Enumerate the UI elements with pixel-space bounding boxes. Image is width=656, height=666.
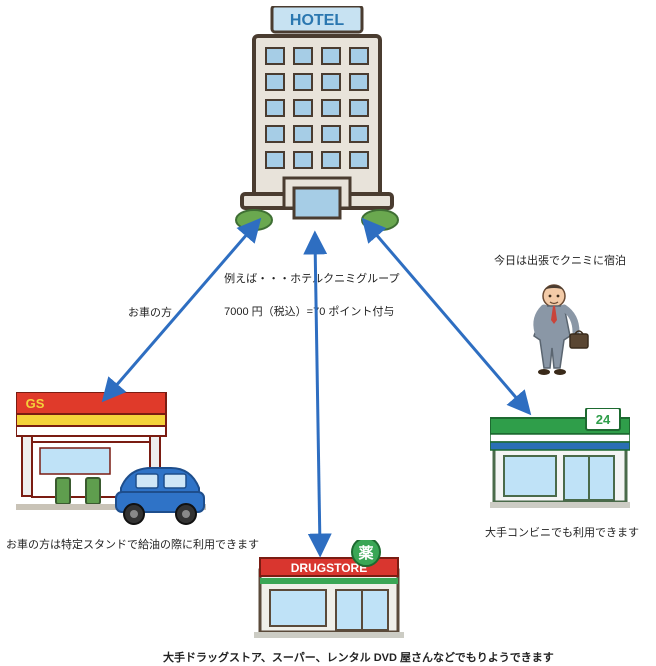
car-icon	[116, 468, 204, 524]
svg-text:GS: GS	[26, 396, 45, 411]
stage: { "canvas": { "w": 656, "h": 666, "bg": …	[0, 0, 656, 666]
label-car-lead: お車の方	[128, 305, 172, 322]
label-center-line2: 7000 円（税込）=70 ポイント付与	[224, 306, 394, 318]
label-center-line1: 例えば・・・ホテルクニミグループ	[224, 273, 399, 285]
label-gs-caption: お車の方は特定スタンドで給油の際に利用できます	[6, 537, 259, 554]
gas-station: GS	[16, 392, 206, 530]
conv-sign-text: 24	[596, 412, 611, 427]
hotel-sign-text: HOTEL	[290, 12, 344, 29]
drugstore: DRUGSTORE 薬	[254, 540, 404, 640]
label-drug-caption: 大手ドラッグストア、スーパー、レンタル DVD 屋さんなどでもりようできます	[163, 650, 554, 666]
hotel-building: HOTEL	[232, 6, 402, 231]
label-conv-caption: 大手コンビニでも利用できます	[485, 525, 639, 542]
label-center: 例えば・・・ホテルクニミグループ 7000 円（税込）=70 ポイント付与	[218, 254, 399, 320]
convenience-store: 24	[490, 408, 630, 513]
drug-sign-text: DRUGSTORE	[291, 561, 367, 575]
label-trip: 今日は出張でクニミに宿泊	[494, 253, 626, 270]
businessman	[520, 280, 590, 380]
drug-kanji: 薬	[357, 544, 373, 562]
